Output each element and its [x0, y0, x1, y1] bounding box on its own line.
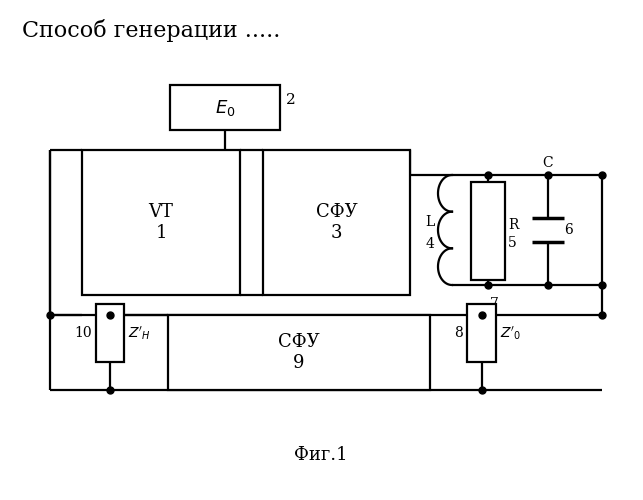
- Bar: [467, 304, 496, 362]
- Bar: [471, 182, 505, 280]
- Bar: [263, 150, 410, 295]
- Text: Способ генерации .....: Способ генерации .....: [22, 18, 280, 42]
- Text: R: R: [508, 218, 518, 232]
- Text: 2: 2: [286, 93, 296, 107]
- Text: C: C: [543, 156, 554, 170]
- Bar: [96, 304, 124, 362]
- Text: 7: 7: [490, 297, 499, 311]
- Bar: [82, 150, 240, 295]
- Text: 10: 10: [75, 326, 92, 340]
- Text: VT
1: VT 1: [149, 203, 174, 242]
- Text: 5: 5: [508, 236, 517, 250]
- Text: $E_0$: $E_0$: [215, 98, 235, 117]
- Bar: [168, 315, 430, 390]
- Text: СФУ
9: СФУ 9: [278, 333, 320, 372]
- Bar: [170, 85, 280, 130]
- Text: $Z'_0$: $Z'_0$: [500, 324, 521, 342]
- Text: Фиг.1: Фиг.1: [294, 446, 348, 464]
- Text: L: L: [426, 215, 435, 229]
- Text: $Z'_H$: $Z'_H$: [128, 324, 151, 342]
- Text: СФУ
3: СФУ 3: [316, 203, 358, 242]
- Text: 8: 8: [454, 326, 463, 340]
- Text: 6: 6: [564, 223, 573, 237]
- Text: 4: 4: [426, 237, 435, 251]
